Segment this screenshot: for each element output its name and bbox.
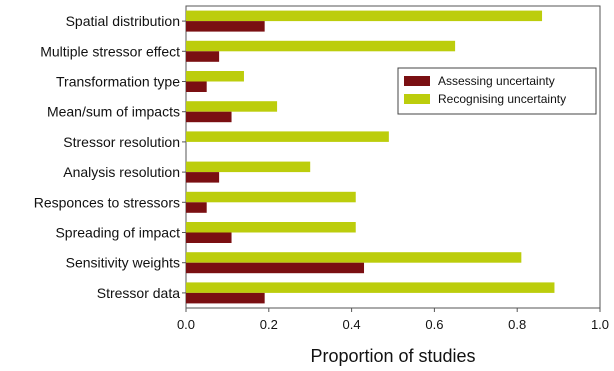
bar-recognising bbox=[186, 40, 456, 52]
category-label: Analysis resolution bbox=[63, 164, 180, 180]
category-label: Mean/sum of impacts bbox=[47, 104, 180, 120]
x-axis-title: Proportion of studies bbox=[310, 346, 475, 366]
category-label: Spatial distribution bbox=[66, 13, 180, 29]
x-tick-label: 0.4 bbox=[343, 317, 361, 332]
bar-recognising bbox=[186, 191, 356, 203]
bar-recognising bbox=[186, 252, 522, 263]
legend-label: Recognising uncertainty bbox=[438, 92, 566, 106]
bar-recognising bbox=[186, 131, 389, 142]
bar-recognising bbox=[186, 101, 278, 112]
bar-assessing bbox=[186, 292, 265, 304]
category-label: Stressor data bbox=[97, 285, 180, 301]
legend-swatch bbox=[404, 76, 430, 86]
category-label: Stressor resolution bbox=[63, 134, 180, 150]
category-label: Multiple stressor effect bbox=[40, 43, 180, 59]
legend-box bbox=[397, 67, 597, 115]
category-label: Responces to stressors bbox=[34, 194, 180, 210]
legend-swatch bbox=[404, 94, 430, 104]
category-label: Transformation type bbox=[56, 74, 180, 90]
bar-assessing bbox=[186, 202, 207, 213]
x-tick-label: 0.2 bbox=[260, 317, 278, 332]
category-labels: Spatial distribution Multiple stressor ef… bbox=[34, 13, 186, 301]
bar-recognising bbox=[186, 10, 543, 22]
category-label: Sensitivity weights bbox=[66, 255, 180, 271]
bar-recognising bbox=[186, 71, 244, 82]
bar-assessing bbox=[186, 172, 220, 183]
legend-label: Assessing uncertainty bbox=[438, 74, 555, 88]
x-tick-label: 0.0 bbox=[177, 317, 195, 332]
bar-recognising bbox=[186, 161, 311, 173]
bar-assessing bbox=[186, 232, 232, 243]
x-tick-label: 1.0 bbox=[591, 317, 609, 332]
bar-assessing bbox=[186, 111, 232, 123]
x-axis-ticks: 0.0 0.2 0.4 0.6 0.8 1.0 bbox=[177, 308, 609, 332]
legend: Assessing uncertainty Recognising uncerta… bbox=[397, 67, 597, 115]
bar-assessing bbox=[186, 81, 207, 92]
bar-assessing bbox=[186, 51, 220, 62]
bar-recognising bbox=[186, 222, 356, 233]
x-tick-label: 0.8 bbox=[508, 317, 526, 332]
bar-assessing bbox=[186, 21, 265, 32]
bar-recognising bbox=[186, 282, 555, 293]
category-label: Spreading of impact bbox=[55, 225, 180, 241]
bar-assessing bbox=[186, 262, 365, 274]
x-tick-label: 0.6 bbox=[425, 317, 443, 332]
bars-group bbox=[186, 10, 555, 304]
